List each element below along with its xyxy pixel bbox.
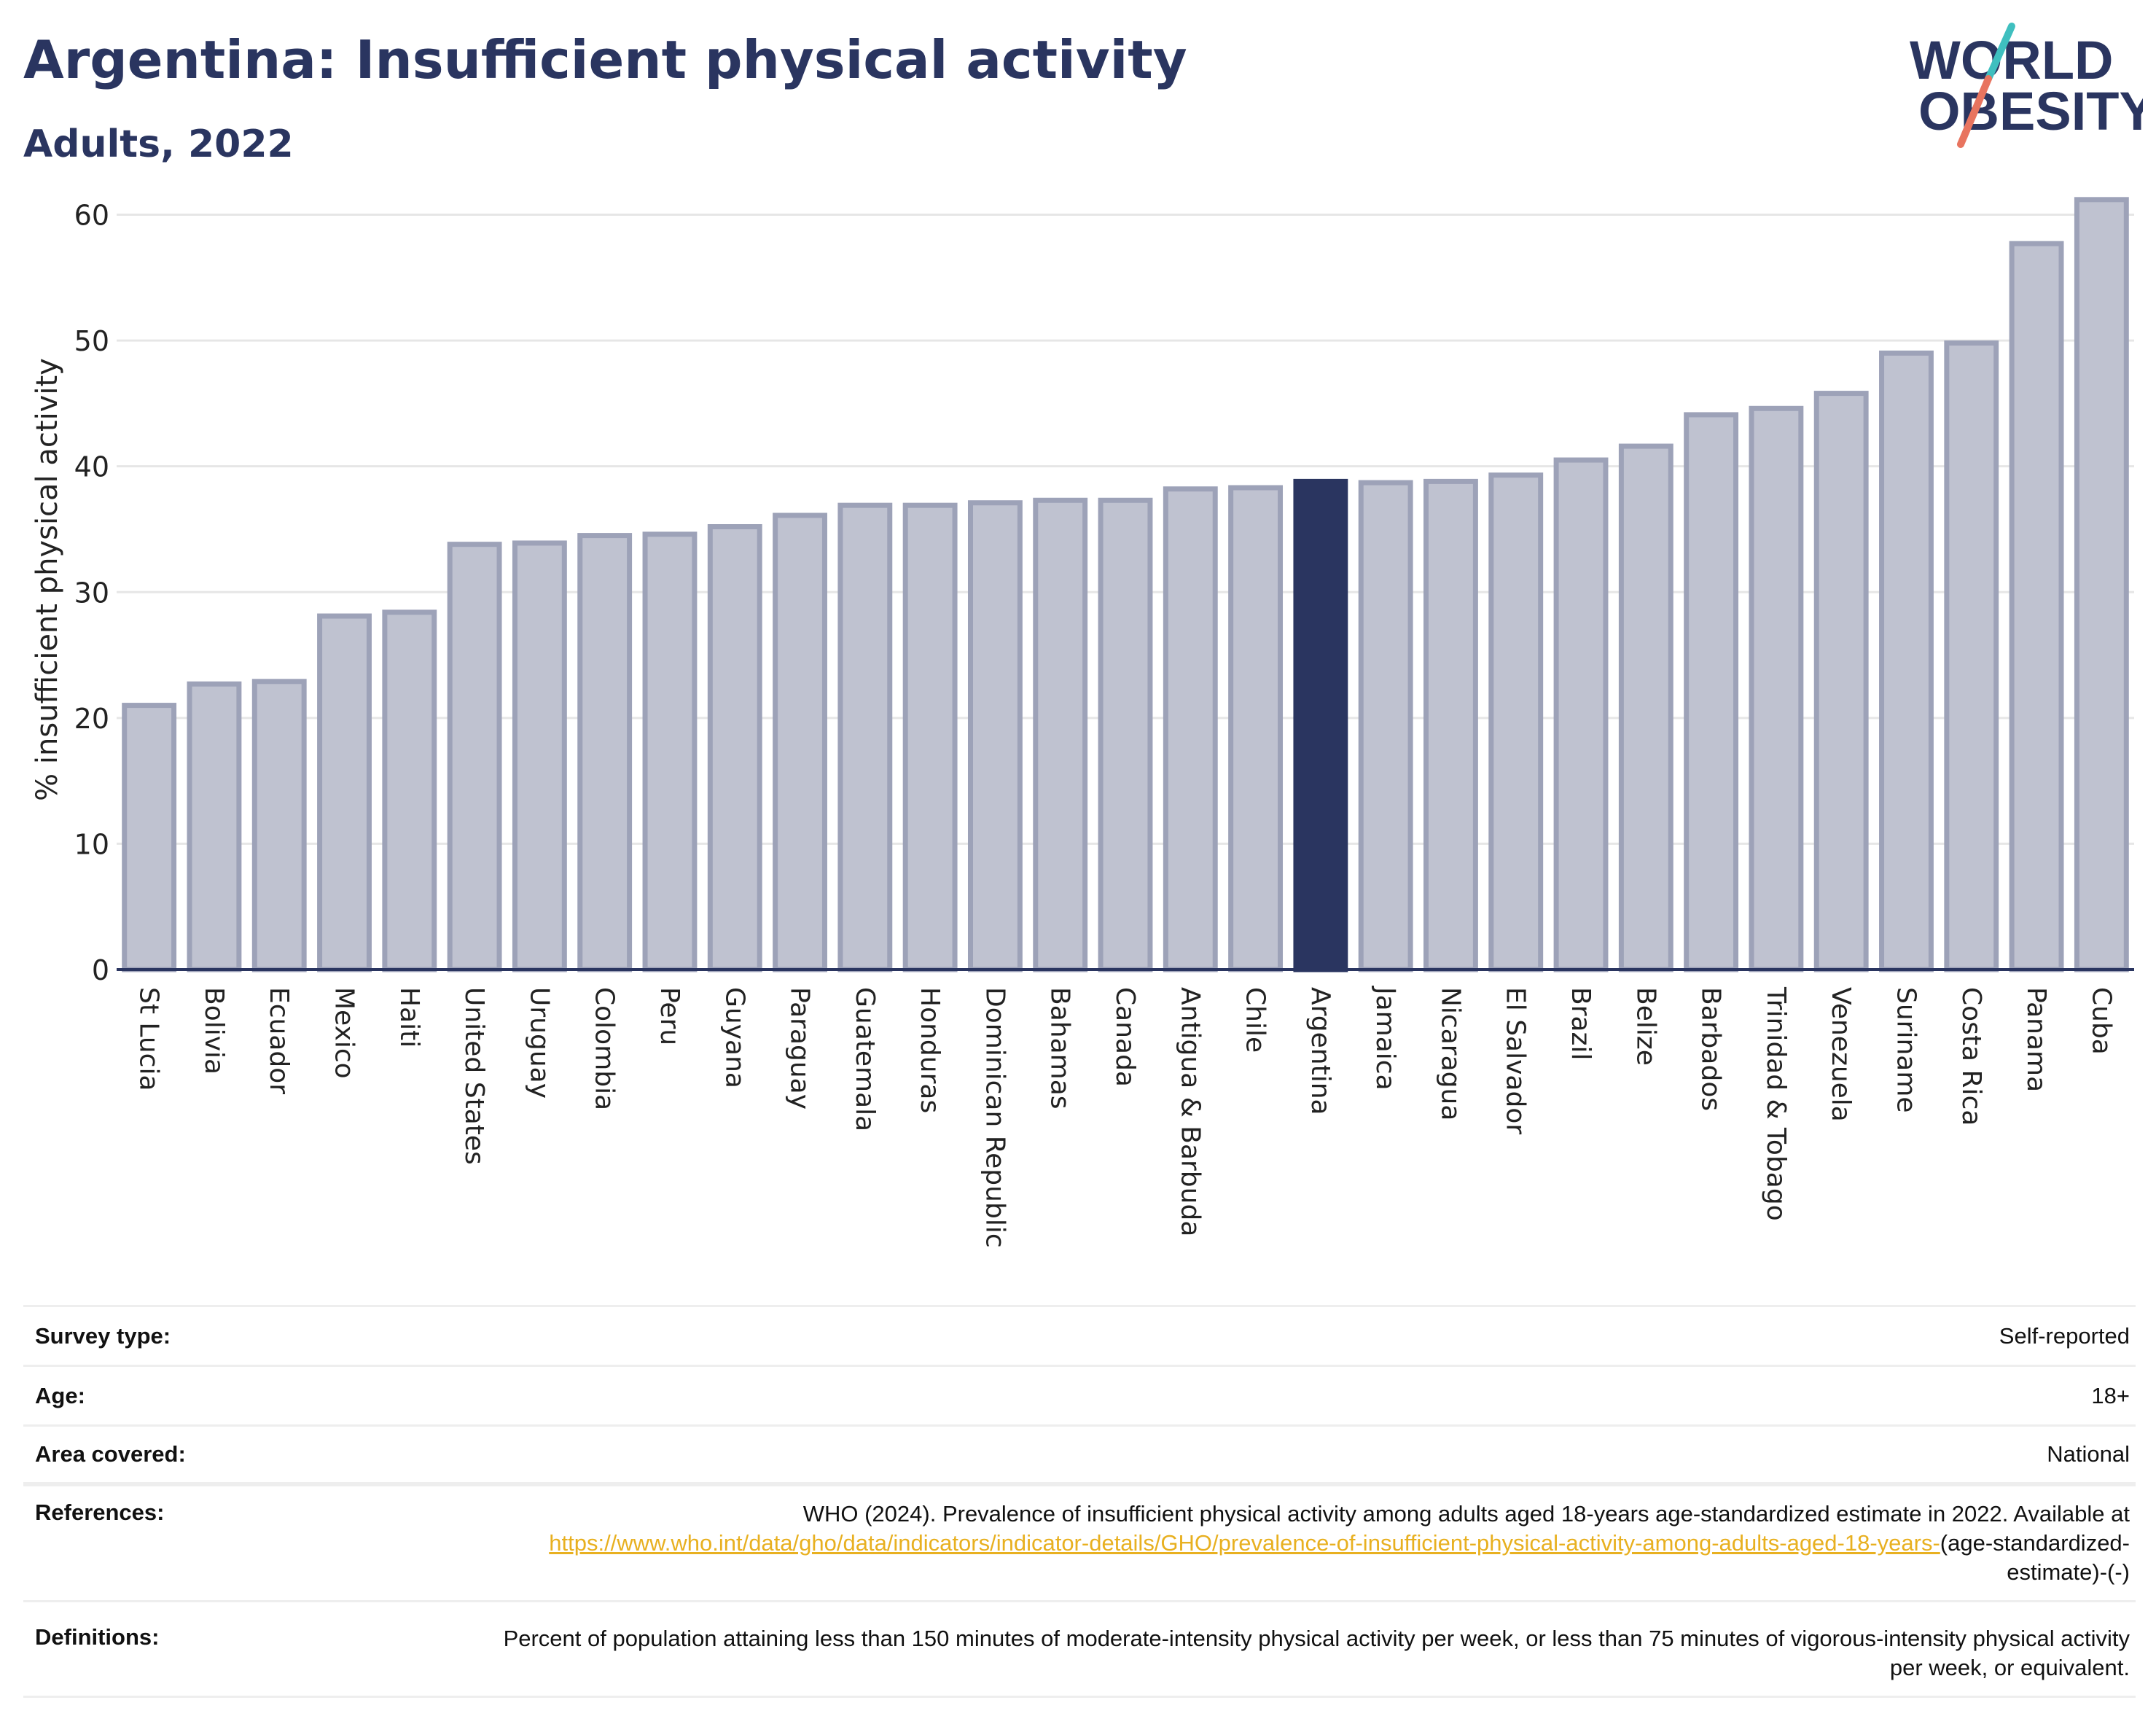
- x-tick-label: Panama: [2021, 987, 2051, 1092]
- x-tick-label: United States: [459, 987, 489, 1165]
- meta-value: National: [2047, 1441, 2130, 1467]
- bar: [317, 613, 372, 972]
- meta-row-references: References: WHO (2024). Prevalence of in…: [23, 1484, 2136, 1600]
- x-tick-label: Chile: [1241, 987, 1270, 1053]
- y-tick-label: 20: [74, 703, 109, 735]
- y-tick-label: 50: [74, 325, 109, 357]
- x-tick-label: Guyana: [719, 987, 749, 1088]
- bar: [251, 679, 307, 972]
- x-tick-label: Antigua & Barbuda: [1175, 987, 1205, 1236]
- x-tick-label: El Salvador: [1501, 987, 1531, 1134]
- bar: [1618, 443, 1673, 972]
- x-tick-label: Trinidad & Tobago: [1761, 986, 1791, 1221]
- references-text: WHO (2024). Prevalence of insufficient p…: [802, 1501, 2130, 1527]
- bar: [1163, 486, 1218, 972]
- bar: [1098, 497, 1153, 972]
- meta-label: Age:: [35, 1382, 85, 1408]
- bar: [967, 500, 1023, 972]
- bar: [1813, 391, 1869, 972]
- y-axis-label: % insufficient physical activity: [31, 358, 64, 801]
- logo-line1: WORLD: [1910, 30, 2114, 90]
- x-tick-label: Haiti: [394, 987, 424, 1048]
- bar: [1879, 350, 1934, 972]
- logo-line2: OBESITY: [1918, 81, 2143, 141]
- y-tick-label: 60: [74, 200, 109, 232]
- meta-row: Age: 18+: [23, 1365, 2136, 1424]
- metadata-table: Survey type: Self-reported Age: 18+ Area cov…: [23, 1305, 2136, 1698]
- x-tick-label: Brazil: [1566, 987, 1595, 1060]
- bar: [1749, 405, 1804, 972]
- x-tick-label: St Lucia: [134, 987, 164, 1091]
- meta-value: Self-reported: [1999, 1322, 2130, 1349]
- x-tick-label: Cuba: [2086, 987, 2116, 1055]
- bar-chart: 0 10 20 30 40 50 60 % insufficient physical act…: [31, 197, 2134, 1248]
- x-tick-label: Dominican Republic: [980, 987, 1009, 1248]
- bar: [447, 542, 502, 972]
- meta-row: Area covered: National: [23, 1424, 2136, 1484]
- bar: [1423, 478, 1478, 972]
- bar: [707, 524, 762, 972]
- meta-row-definitions: Definitions: Percent of population attai…: [23, 1600, 2136, 1698]
- x-tick-label: Bahamas: [1045, 987, 1075, 1110]
- bar: [1228, 485, 1284, 972]
- bar: [187, 681, 242, 972]
- references-link[interactable]: https://www.who.int/data/gho/data/indica…: [549, 1530, 1940, 1556]
- x-tick-label: Ecuador: [264, 987, 294, 1094]
- logo-slash-teal: [1985, 23, 2015, 82]
- bar: [512, 540, 567, 972]
- y-tick-label: 30: [74, 577, 109, 609]
- chart-title: Argentina: Insufficient physical activit…: [23, 29, 1187, 90]
- x-tick-label: Belize: [1630, 987, 1660, 1066]
- bar: [642, 531, 698, 972]
- meta-label-references: References:: [35, 1500, 165, 1525]
- x-tick-label: Mexico: [329, 987, 359, 1079]
- world-obesity-logo: WORLD OBESITY: [1910, 23, 2143, 148]
- x-tick-label: Argentina: [1305, 987, 1335, 1115]
- x-tick-label: Guatemala: [850, 987, 880, 1131]
- logo-slash-coral: [1957, 75, 1992, 148]
- x-tick-label: Nicaragua: [1435, 987, 1465, 1120]
- x-tick-label: Peru: [655, 987, 684, 1045]
- x-tick-label: Canada: [1110, 987, 1140, 1087]
- meta-label-definitions: Definitions:: [35, 1624, 160, 1650]
- x-tick-label: Uruguay: [524, 987, 554, 1099]
- y-tick-label: 0: [92, 954, 109, 986]
- bar: [1553, 457, 1609, 972]
- bar: [2074, 197, 2129, 972]
- meta-row: Survey type: Self-reported: [23, 1305, 2136, 1365]
- x-tick-label: Jamaica: [1370, 986, 1400, 1091]
- bar: [382, 609, 437, 972]
- x-tick-label: Suriname: [1891, 987, 1921, 1113]
- y-tick-label: 10: [74, 828, 109, 860]
- meta-value: 18+: [2091, 1382, 2130, 1408]
- bar: [1358, 480, 1413, 972]
- x-tick-label: Bolivia: [199, 987, 229, 1075]
- bar: [1033, 497, 1088, 972]
- bar: [577, 533, 633, 972]
- x-tick-label: Venezuela: [1826, 987, 1856, 1122]
- bar: [2009, 241, 2064, 972]
- bar: [837, 502, 893, 972]
- x-tick-label: Colombia: [590, 987, 620, 1110]
- bar: [1944, 340, 1999, 972]
- references-suffix: (age-standardized-estimate)-(-): [1940, 1530, 2130, 1585]
- bar: [1293, 478, 1348, 972]
- bar: [902, 502, 958, 972]
- bar: [1684, 412, 1739, 972]
- x-tick-label: Costa Rica: [1956, 987, 1986, 1126]
- meta-label: Area covered:: [35, 1441, 186, 1467]
- bar: [773, 512, 827, 972]
- x-tick-label: Paraguay: [785, 987, 815, 1110]
- chart-subtitle: Adults, 2022: [23, 122, 294, 166]
- meta-label: Survey type:: [35, 1322, 171, 1349]
- x-tick-label: Barbados: [1696, 987, 1726, 1111]
- meta-value-references: WHO (2024). Prevalence of insufficient p…: [483, 1500, 2130, 1587]
- meta-value-definitions: Percent of population attaining less tha…: [503, 1626, 2130, 1680]
- bar: [1488, 472, 1544, 972]
- x-tick-label: Honduras: [915, 987, 945, 1113]
- y-tick-label: 40: [74, 451, 109, 483]
- bar: [122, 703, 177, 972]
